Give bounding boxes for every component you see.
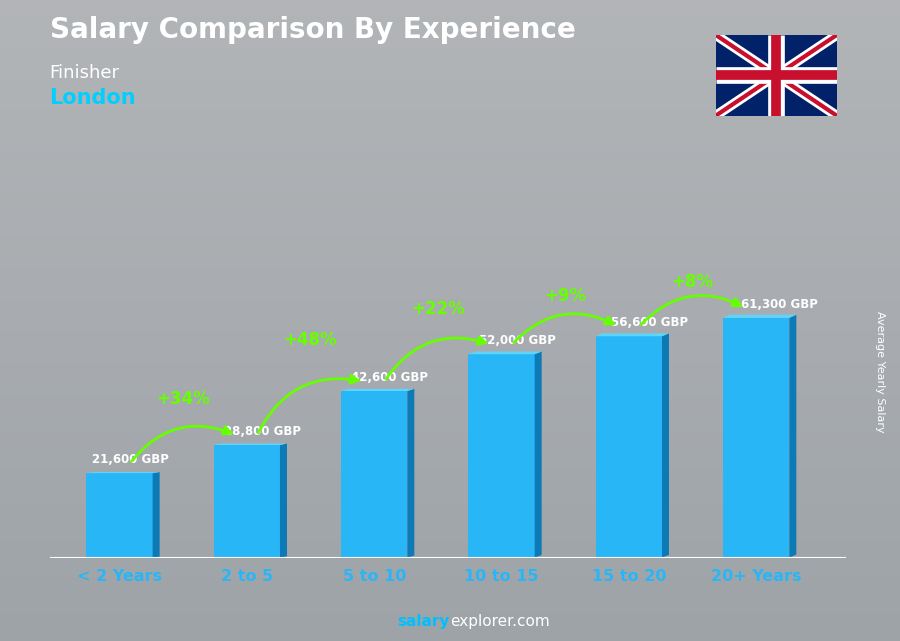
Polygon shape — [153, 472, 159, 558]
Text: +22%: +22% — [411, 300, 464, 318]
Text: Average Yearly Salary: Average Yearly Salary — [875, 311, 886, 433]
Text: 21,600 GBP: 21,600 GBP — [92, 453, 168, 466]
Polygon shape — [468, 351, 542, 354]
Text: +9%: +9% — [544, 287, 586, 305]
Polygon shape — [535, 351, 542, 558]
Polygon shape — [408, 389, 414, 558]
Text: salary: salary — [398, 615, 450, 629]
Polygon shape — [596, 333, 669, 336]
Polygon shape — [341, 389, 414, 391]
Text: +48%: +48% — [284, 331, 338, 349]
Text: +8%: +8% — [671, 274, 714, 292]
Bar — [341, 391, 408, 558]
Text: 56,600 GBP: 56,600 GBP — [611, 316, 688, 329]
Bar — [596, 336, 662, 558]
Polygon shape — [280, 444, 287, 558]
Bar — [214, 445, 280, 558]
Polygon shape — [723, 315, 796, 318]
Polygon shape — [214, 444, 287, 445]
Polygon shape — [662, 333, 669, 558]
Text: 42,600 GBP: 42,600 GBP — [351, 370, 428, 384]
Bar — [468, 354, 535, 558]
Text: Salary Comparison By Experience: Salary Comparison By Experience — [50, 16, 575, 44]
Text: +34%: +34% — [157, 390, 210, 408]
Polygon shape — [789, 315, 796, 558]
Text: 61,300 GBP: 61,300 GBP — [741, 297, 818, 311]
Text: 52,000 GBP: 52,000 GBP — [479, 334, 555, 347]
Text: London: London — [50, 88, 136, 108]
Bar — [86, 473, 153, 558]
Text: explorer.com: explorer.com — [450, 615, 550, 629]
Text: 28,800 GBP: 28,800 GBP — [224, 425, 301, 438]
Text: Finisher: Finisher — [50, 64, 120, 82]
Polygon shape — [86, 472, 159, 473]
Bar — [723, 318, 789, 558]
